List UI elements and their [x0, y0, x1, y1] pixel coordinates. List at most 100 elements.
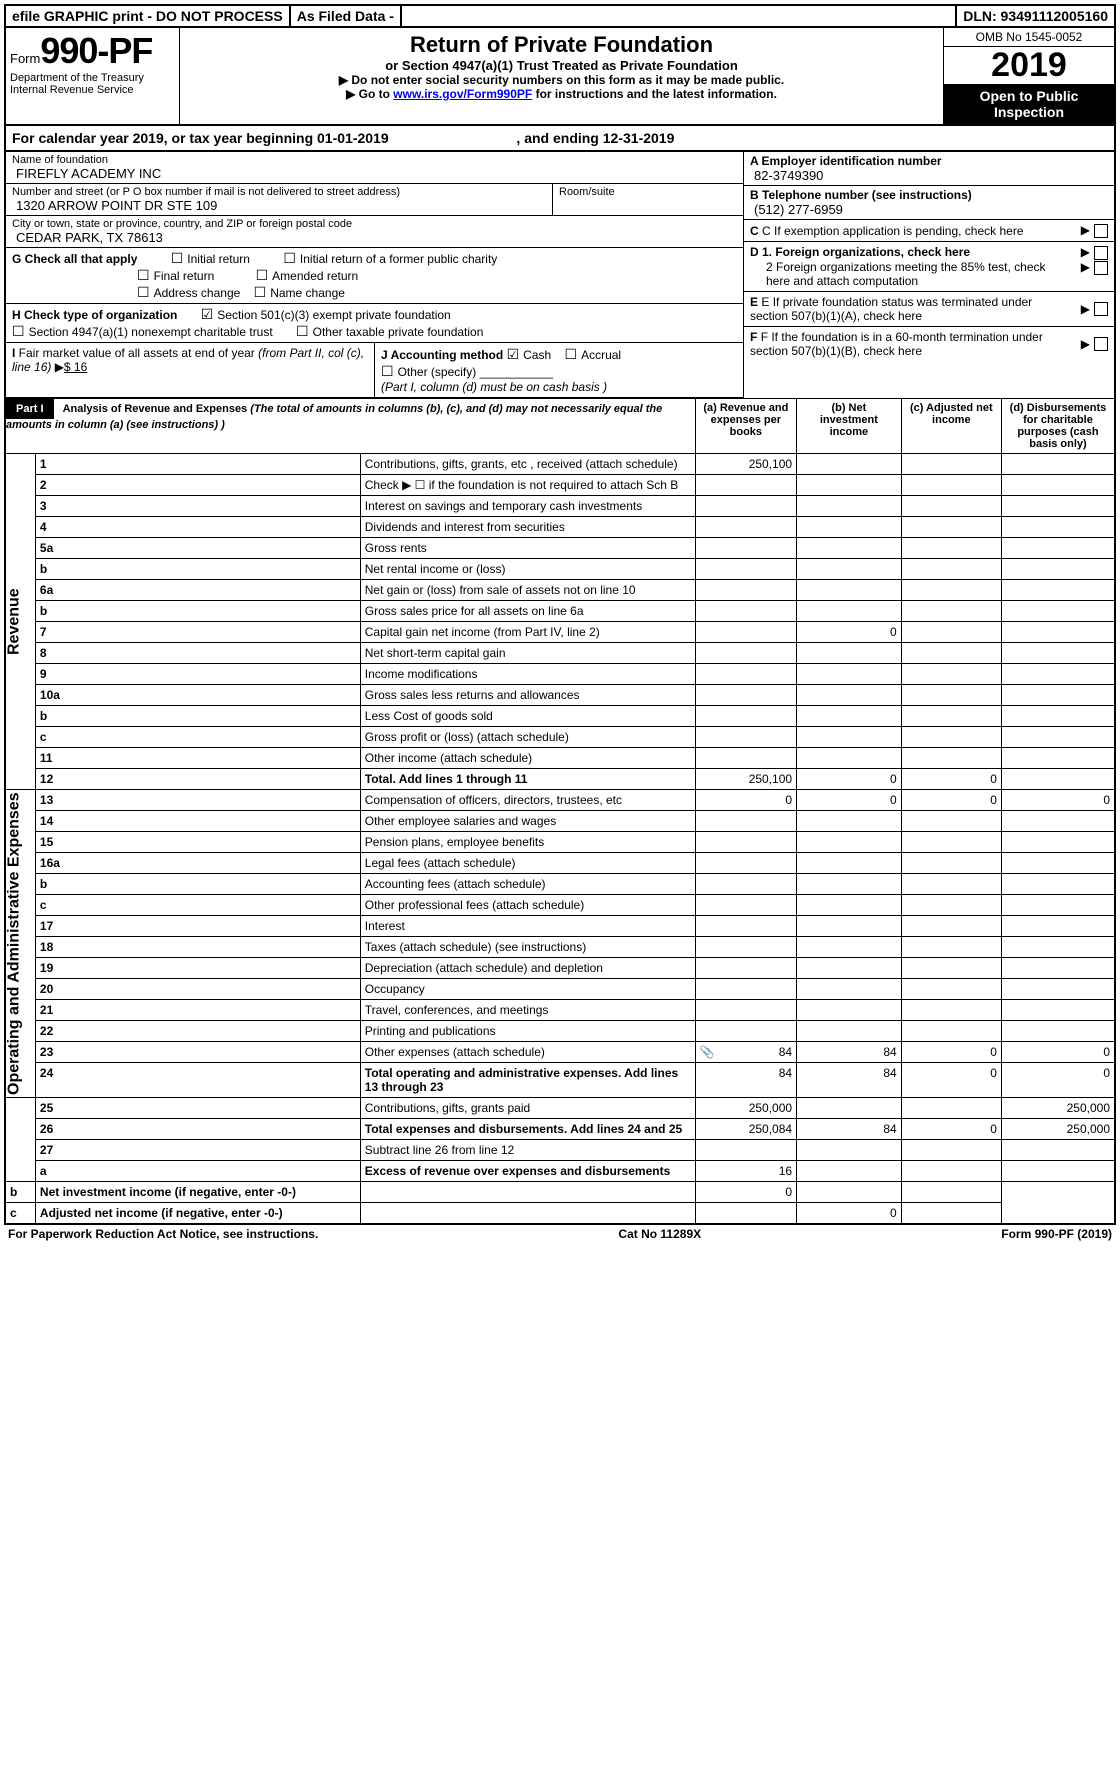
chk-4947[interactable]: [12, 325, 29, 339]
chk-final[interactable]: [137, 269, 154, 283]
cell-col-d: 0: [1001, 1042, 1115, 1063]
chk-amended[interactable]: [256, 269, 273, 283]
line-desc: Occupancy: [360, 979, 695, 1000]
cell-col-a: [695, 853, 796, 874]
chk-other-tax[interactable]: [296, 325, 313, 339]
irs-link[interactable]: www.irs.gov/Form990PF: [393, 87, 532, 101]
cell-col-c: [901, 937, 1001, 958]
line-desc: Gross sales price for all assets on line…: [360, 601, 695, 622]
cell-col-a: [695, 916, 796, 937]
cell-col-b: [797, 580, 902, 601]
cell-col-a: 0: [695, 790, 796, 811]
cell-col-b: 84: [797, 1119, 902, 1140]
cell-col-a: [695, 685, 796, 706]
dept-label: Department of the Treasury: [10, 72, 175, 84]
cell-col-c: [901, 832, 1001, 853]
cell-col-c: [901, 475, 1001, 496]
chk-initial-former[interactable]: [283, 252, 300, 266]
cell-col-a: [695, 601, 796, 622]
cell-col-a: [695, 727, 796, 748]
cell-col-a: [360, 1182, 695, 1203]
cell-col-a: [695, 622, 796, 643]
chk-501c3[interactable]: [201, 308, 218, 322]
cell-col-a: 250,100: [695, 769, 796, 790]
line-desc: Dividends and interest from securities: [360, 517, 695, 538]
col-d-hdr: (d) Disbursements for charitable purpose…: [1001, 399, 1115, 454]
part1-header-row: Part I Analysis of Revenue and Expenses …: [5, 399, 1115, 454]
chk-e[interactable]: [1094, 302, 1108, 316]
line-number: c: [35, 895, 360, 916]
chk-cash[interactable]: [507, 348, 524, 362]
cell-col-c: [901, 895, 1001, 916]
cell-col-b: [797, 454, 902, 475]
table-row: 22Printing and publications: [5, 1021, 1115, 1042]
part1-badge: Part I: [6, 399, 54, 419]
line-desc: Compensation of officers, directors, tru…: [360, 790, 695, 811]
chk-accrual[interactable]: [565, 348, 582, 362]
line-number: 27: [35, 1140, 360, 1161]
chk-other-method[interactable]: [381, 365, 398, 379]
chk-f[interactable]: [1094, 337, 1108, 351]
cell-col-b: [797, 853, 902, 874]
chk-d1[interactable]: [1094, 246, 1108, 260]
table-row: 8Net short-term capital gain: [5, 643, 1115, 664]
cell-col-c: 0: [901, 1042, 1001, 1063]
cell-col-a: [695, 517, 796, 538]
cell-col-d: [1001, 1021, 1115, 1042]
chk-initial[interactable]: [171, 252, 188, 266]
chk-name[interactable]: [254, 286, 271, 300]
info-right: A Employer identification number 82-3749…: [743, 152, 1114, 398]
cell-col-d: [1001, 622, 1115, 643]
table-row: 9Income modifications: [5, 664, 1115, 685]
cell-col-a: [695, 706, 796, 727]
line-desc: Adjusted net income (if negative, enter …: [35, 1203, 360, 1225]
form-title: Return of Private Foundation: [184, 32, 939, 58]
cell-col-b: [797, 601, 902, 622]
table-row: 6aNet gain or (loss) from sale of assets…: [5, 580, 1115, 601]
line-number: 23: [35, 1042, 360, 1063]
chk-address[interactable]: [137, 286, 154, 300]
cell-col-b: [797, 748, 902, 769]
cell-col-d: [1001, 916, 1115, 937]
line-desc: Accounting fees (attach schedule): [360, 874, 695, 895]
cell-col-c: 0: [901, 1063, 1001, 1098]
line-desc: Total operating and administrative expen…: [360, 1063, 695, 1098]
asfiled-label: As Filed Data -: [291, 6, 402, 26]
cell-col-c: [901, 874, 1001, 895]
cell-col-d: [1001, 1000, 1115, 1021]
chk-c[interactable]: [1094, 224, 1108, 238]
calendar-row: For calendar year 2019, or tax year begi…: [4, 126, 1116, 152]
table-row: bLess Cost of goods sold: [5, 706, 1115, 727]
line-desc: Other professional fees (attach schedule…: [360, 895, 695, 916]
cell-col-d: [1001, 454, 1115, 475]
table-row: cGross profit or (loss) (attach schedule…: [5, 727, 1115, 748]
cell-col-c: 0: [797, 1203, 902, 1225]
chk-d2[interactable]: [1094, 261, 1108, 275]
line-number: 11: [35, 748, 360, 769]
cell-col-c: [901, 748, 1001, 769]
cell-col-c: [901, 1161, 1001, 1182]
col-a-hdr: (a) Revenue and expenses per books: [695, 399, 796, 454]
cell-col-b: [797, 475, 902, 496]
line-desc: Check ▶ ☐ if the foundation is not requi…: [360, 475, 695, 496]
footer-left: For Paperwork Reduction Act Notice, see …: [8, 1227, 318, 1241]
h-cell: H Check type of organization Section 501…: [6, 304, 743, 343]
line-desc: Excess of revenue over expenses and disb…: [360, 1161, 695, 1182]
cell-col-d: [1001, 538, 1115, 559]
cell-col-a: 250,000: [695, 1098, 796, 1119]
table-row: 4Dividends and interest from securities: [5, 517, 1115, 538]
line-number: b: [35, 706, 360, 727]
cell-col-c: [901, 622, 1001, 643]
cell-col-b: [797, 538, 902, 559]
addr-cell: Number and street (or P O box number if …: [6, 184, 553, 216]
cell-col-b: [695, 1203, 796, 1225]
table-row: 14Other employee salaries and wages: [5, 811, 1115, 832]
cell-col-c: [901, 727, 1001, 748]
cell-col-c: [901, 601, 1001, 622]
line-desc: Depreciation (attach schedule) and deple…: [360, 958, 695, 979]
cell-col-a: [695, 664, 796, 685]
cell-col-a: [695, 475, 796, 496]
cell-col-b: [797, 1000, 902, 1021]
part1-table: Part I Analysis of Revenue and Expenses …: [4, 398, 1116, 1225]
cell-col-a: [695, 832, 796, 853]
